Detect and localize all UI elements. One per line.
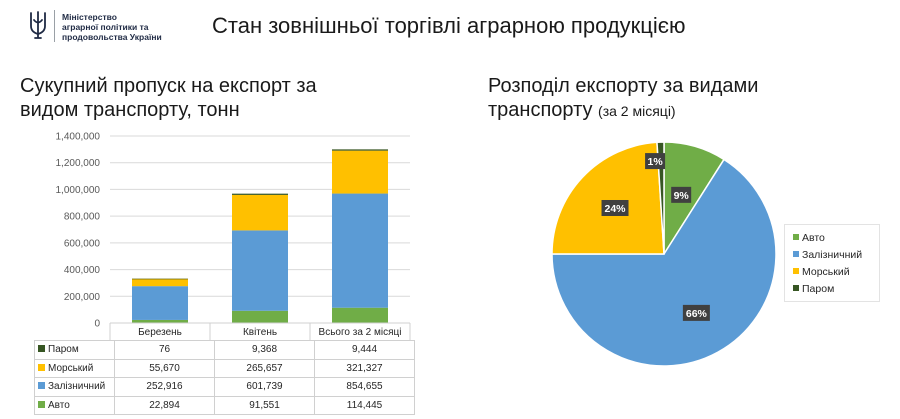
- trident-icon: [30, 11, 46, 39]
- legend-label: Морський: [802, 266, 850, 278]
- pie-subtitle: (за 2 місяці): [598, 103, 676, 119]
- legend-swatch: [38, 400, 45, 408]
- y-tick-label: 0: [94, 319, 100, 330]
- series-name-cell: Паром: [34, 340, 115, 360]
- category-label: Квітень: [243, 327, 277, 338]
- header: Міністерство аграрної політики та продов…: [0, 0, 900, 52]
- legend-item: Морський: [793, 264, 871, 281]
- slice-label: 66%: [686, 308, 708, 320]
- table-row: Паром 76 9,368 9,444: [34, 340, 415, 360]
- slice-label: 9%: [674, 190, 690, 202]
- series-name: Паром: [48, 344, 79, 356]
- bar-segment: [332, 307, 388, 323]
- value-cell: 55,670: [114, 358, 215, 378]
- legend-item: Залізничний: [793, 247, 871, 264]
- value-cell: 114,445: [314, 395, 415, 415]
- value-cell: 9,368: [214, 340, 315, 360]
- y-tick-label: 1,400,000: [56, 132, 101, 143]
- series-name-cell: Авто: [34, 395, 115, 415]
- y-tick-label: 600,000: [64, 238, 101, 249]
- logo-separator: [54, 10, 55, 42]
- y-tick-label: 800,000: [64, 212, 101, 223]
- legend-item: Паром: [793, 281, 871, 298]
- category-label: Березень: [138, 327, 182, 338]
- legend-swatch: [793, 285, 799, 292]
- category-label: Всього за 2 місяці: [319, 327, 402, 338]
- legend-swatch: [793, 251, 799, 258]
- legend-swatch: [793, 234, 799, 241]
- slice-label-bg: [645, 153, 666, 170]
- series-name: Авто: [48, 399, 70, 411]
- pie-slice: [551, 158, 777, 367]
- series-name: Морський: [48, 362, 94, 374]
- bar-segment: [132, 278, 188, 287]
- slice-label: 24%: [605, 203, 627, 215]
- pie-slice: [656, 141, 665, 255]
- page-title: Стан зовнішньої торгівлі аграрною продук…: [212, 13, 686, 38]
- bar-segment: [332, 150, 388, 194]
- value-cell: 321,327: [314, 358, 415, 378]
- bar-chart: 0 200,000 400,000 600,000 800,000 1,000,000 1,…: [56, 132, 411, 341]
- series-name: Залізничний: [48, 381, 106, 393]
- bar-segment: [332, 193, 388, 308]
- pie-legend: Авто Залізничний Морський Паром: [784, 224, 880, 302]
- value-cell: 854,655: [314, 377, 415, 397]
- legend-swatch: [38, 363, 45, 371]
- bar-segment: [332, 149, 388, 151]
- value-cell: 252,916: [114, 377, 215, 397]
- value-cell: 91,551: [214, 395, 315, 415]
- pie-slice: [663, 141, 726, 257]
- legend-label: Авто: [802, 232, 825, 244]
- value-cell: 76: [114, 340, 215, 360]
- series-name-cell: Залізничний: [34, 377, 115, 397]
- pie-title-main: Розподіл експорту за видами транспорту: [488, 75, 759, 121]
- legend-label: Паром: [802, 283, 835, 295]
- slice-label: 1%: [647, 156, 663, 168]
- table-row: Залізничний 252,916 601,739 854,655: [34, 377, 415, 397]
- series-name-cell: Морський: [34, 358, 115, 378]
- value-cell: 22,894: [114, 395, 215, 415]
- slice-label-bg: [601, 199, 629, 216]
- legend-swatch: [38, 382, 45, 390]
- y-tick-label: 200,000: [64, 292, 101, 303]
- value-cell: 9,444: [314, 340, 415, 360]
- legend-item: Авто: [793, 230, 871, 247]
- y-tick-label: 400,000: [64, 265, 101, 276]
- pie-slice: [551, 141, 665, 255]
- bar-segment: [232, 194, 288, 231]
- ministry-name: Міністерство аграрної політики та продов…: [62, 12, 162, 42]
- bar-segment: [132, 319, 188, 323]
- bar-segment: [232, 310, 288, 323]
- legend-swatch: [793, 268, 799, 275]
- slice-label-bg: [682, 304, 710, 321]
- bar-chart-title: Сукупний пропуск на експорт за видом тра…: [20, 75, 317, 121]
- value-cell: 265,657: [214, 358, 315, 378]
- bar-segment: [232, 193, 288, 195]
- bar-segment: [132, 286, 188, 320]
- data-table: Паром 76 9,368 9,444 Морський 55,670 265,657 32…: [34, 340, 415, 415]
- legend-swatch: [38, 345, 45, 353]
- table-row: Морський 55,670 265,657 321,327: [34, 358, 415, 378]
- value-cell: 601,739: [214, 377, 315, 397]
- bar-segment: [132, 278, 188, 280]
- legend-label: Залізничний: [802, 249, 863, 261]
- y-tick-label: 1,000,000: [56, 185, 101, 196]
- y-tick-label: 1,200,000: [56, 158, 101, 169]
- slice-label-bg: [671, 186, 692, 203]
- pie-chart-title: Розподіл експорту за видами транспорту (…: [488, 74, 848, 123]
- bar-segment: [232, 230, 288, 311]
- table-row: Авто 22,894 91,551 114,445: [34, 395, 415, 415]
